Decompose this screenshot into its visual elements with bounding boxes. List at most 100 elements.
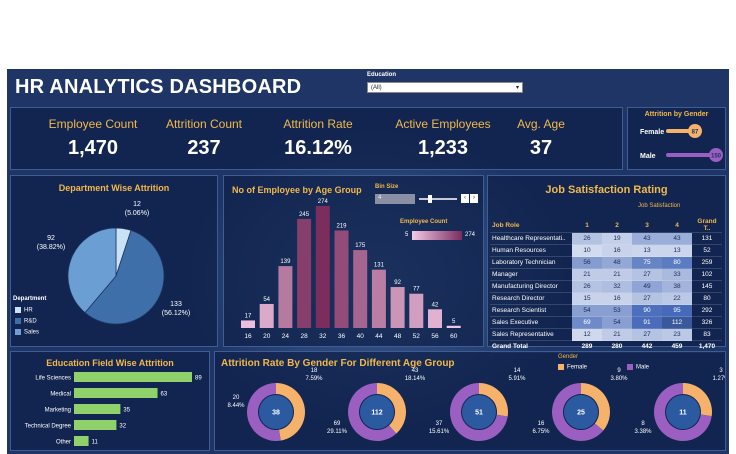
department-legend-hr[interactable]: HR xyxy=(15,307,33,314)
table-cell: 27 xyxy=(632,292,662,305)
kpi-active-employees: Active Employees 1,233 xyxy=(381,117,505,160)
education-filter-label: Education xyxy=(367,72,397,78)
kpi-label: Active Employees xyxy=(395,117,491,131)
table-row: Laboratory Technician 56 48 75 80 259 xyxy=(490,256,722,269)
gender-legend-female[interactable]: Female xyxy=(558,364,587,371)
column-header: Grand T.. xyxy=(692,218,722,233)
legend-swatch xyxy=(15,329,21,335)
table-cell: 49 xyxy=(632,280,662,293)
donut-center xyxy=(259,395,293,429)
table-cell: 145 xyxy=(692,280,722,293)
female-attrition-bar xyxy=(666,129,695,133)
age-bar xyxy=(334,230,349,328)
gender-legend-male[interactable]: Male xyxy=(627,364,649,371)
donut-female-count: 18 xyxy=(311,368,318,374)
department-legend-sales[interactable]: Sales xyxy=(15,329,39,336)
dept-hr-count: 12 xyxy=(133,201,141,208)
kpi-value: 1,233 xyxy=(417,137,469,159)
table-row: Human Resources 10 16 13 13 52 xyxy=(490,244,722,257)
age-bar xyxy=(259,303,274,328)
job-satisfaction-title: Job Satisfaction Rating xyxy=(545,184,668,196)
age-tick-label: 28 xyxy=(300,333,308,340)
legend-max: 274 xyxy=(465,232,476,238)
kpi-attrition-count: Attrition Count 237 xyxy=(149,117,259,160)
edu-bar-value: 32 xyxy=(119,424,126,430)
bin-size-input[interactable]: 4 xyxy=(375,194,415,204)
table-cell: 53 xyxy=(602,304,632,317)
donut-male-count: 16 xyxy=(538,421,545,427)
bin-size-slider-handle[interactable] xyxy=(428,195,432,203)
donut-center xyxy=(666,395,700,429)
table-cell: 10 xyxy=(572,244,602,257)
dept-rd-count: 133 xyxy=(170,301,182,308)
female-attrition-value: 87 xyxy=(692,130,699,136)
dept-hr-pct: (5.06%) xyxy=(125,210,150,217)
table-cell: 22 xyxy=(662,292,692,305)
employee-count-gradient xyxy=(412,231,462,240)
donut-female-pct: 7.59% xyxy=(305,376,323,382)
table-cell: 27 xyxy=(632,328,662,341)
bin-increase-button[interactable]: › xyxy=(470,194,478,203)
table-cell: 131 xyxy=(692,232,722,245)
donut-male-pct: 29.11% xyxy=(327,429,348,435)
legend-swatch xyxy=(558,364,564,370)
donut-center xyxy=(360,395,394,429)
age-bar xyxy=(446,325,461,328)
row-label: Sales Executive xyxy=(490,316,572,329)
donut-male-segment xyxy=(552,383,604,441)
age-gender-title: Attrition Rate By Gender For Different A… xyxy=(221,358,455,369)
legend-swatch xyxy=(15,318,21,324)
table-header-row: Job Role 1 2 3 4 Grand T.. xyxy=(490,218,722,233)
legend-label: Female xyxy=(567,364,588,371)
donut-center-value: 25 xyxy=(577,410,585,417)
donut-male-pct: 8.44% xyxy=(227,403,245,409)
age-bar-value: 175 xyxy=(355,243,366,249)
gender-female-label: Female xyxy=(640,129,664,136)
pie-slice-sales xyxy=(67,227,117,314)
age-bar xyxy=(353,250,368,328)
edu-category-label: Other xyxy=(56,440,71,446)
age-tick-label: 44 xyxy=(375,333,383,340)
job-satisfaction-table: Job Role 1 2 3 4 Grand T.. Healthcare Re… xyxy=(490,218,722,353)
male-attrition-bar xyxy=(666,153,716,157)
edu-bar-value: 35 xyxy=(123,408,130,414)
table-cell: 112 xyxy=(662,316,692,329)
table-cell: 15 xyxy=(572,292,602,305)
education-filter-select[interactable]: (All) ▾ xyxy=(367,82,523,93)
kpi-value: 1,470 xyxy=(67,137,119,159)
department-panel: Department Wise Attrition 12 (5.06%) 92 … xyxy=(10,175,218,347)
age-gender-panel: Attrition Rate By Gender For Different A… xyxy=(214,351,726,451)
bin-size-slider[interactable] xyxy=(419,198,457,200)
grand-total-row: Grand Total 289 280 442 459 1,470 xyxy=(490,340,722,353)
edu-category-label: Medical xyxy=(50,392,71,398)
table-cell: 75 xyxy=(632,256,662,269)
age-tick-label: 36 xyxy=(338,333,346,340)
age-bar xyxy=(371,269,386,328)
donut-male-count: 20 xyxy=(233,395,240,401)
kpi-attrition-rate: Attrition Rate 16.12% xyxy=(263,117,373,160)
donut-female-segment xyxy=(581,383,610,431)
row-label: Research Scientist xyxy=(490,304,572,317)
column-header: 1 xyxy=(572,218,602,233)
table-cell: 56 xyxy=(572,256,602,269)
table-cell: 91 xyxy=(632,316,662,329)
donut-male-count: 8 xyxy=(641,421,645,427)
table-cell: 95 xyxy=(662,304,692,317)
legend-swatch xyxy=(627,364,633,370)
gender-attrition-chart: Female 87 Male 150 xyxy=(640,124,723,162)
age-bar xyxy=(315,206,330,328)
department-legend-rd[interactable]: R&D xyxy=(15,318,37,325)
table-cell: 13 xyxy=(632,244,662,257)
table-cell: 259 xyxy=(692,256,722,269)
edu-category-label: Technical Degree xyxy=(25,424,72,430)
kpi-value: 37 xyxy=(529,137,553,159)
age-bar-value: 245 xyxy=(299,212,310,218)
dashboard: HR ANALYTICS DASHBOARD Education (All) ▾… xyxy=(7,69,729,454)
age-bar-value: 54 xyxy=(263,297,270,303)
education-field-bar-chart: Life Sciences 89 Medical 63 Marketing 35 Techn… xyxy=(25,372,202,446)
column-header: 3 xyxy=(632,218,662,233)
bin-decrease-button[interactable]: ‹ xyxy=(461,194,469,203)
education-field-title: Education Field Wise Attrition xyxy=(46,358,174,368)
table-cell: 27 xyxy=(632,268,662,281)
donut-male-pct: 3.38% xyxy=(634,429,652,435)
